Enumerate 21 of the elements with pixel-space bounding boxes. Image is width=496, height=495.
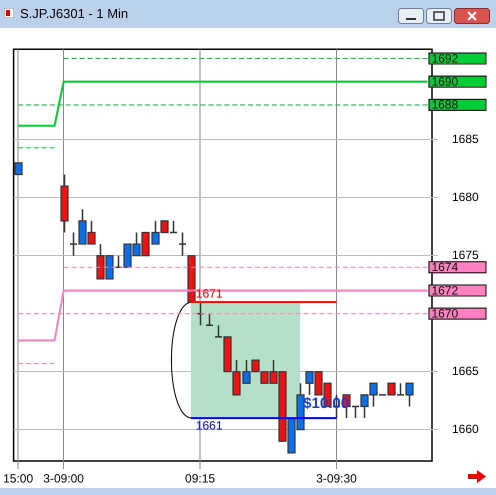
data-label: 1688 (431, 98, 458, 112)
y-tick-label: 1680 (452, 190, 480, 204)
y-tick-label: 1685 (452, 132, 480, 146)
data-label: 1672 (431, 283, 458, 298)
data-label: 1670 (431, 306, 458, 320)
x-tick-label: 3-09:30 (316, 472, 358, 486)
y-tick-label: 1665 (452, 364, 480, 378)
y-tick-label: 1660 (452, 422, 480, 436)
data-label: 1692 (431, 51, 458, 66)
candlestick (14, 162, 23, 176)
data-label: 1674 (431, 260, 458, 274)
chart-title: S.JP.J6301 - 1 Min (20, 6, 128, 21)
x-tick-label: 15:00 (3, 472, 34, 486)
y-tick-label: 1675 (452, 248, 480, 262)
candlestick (178, 232, 187, 256)
x-tick-label: 09:15 (185, 472, 216, 486)
candlestick (205, 312, 214, 326)
data-label: 1661 (196, 418, 223, 432)
data-label: 1690 (431, 74, 458, 88)
data-label: 1671 (196, 286, 223, 300)
x-tick-label: 3-09:00 (43, 472, 84, 486)
